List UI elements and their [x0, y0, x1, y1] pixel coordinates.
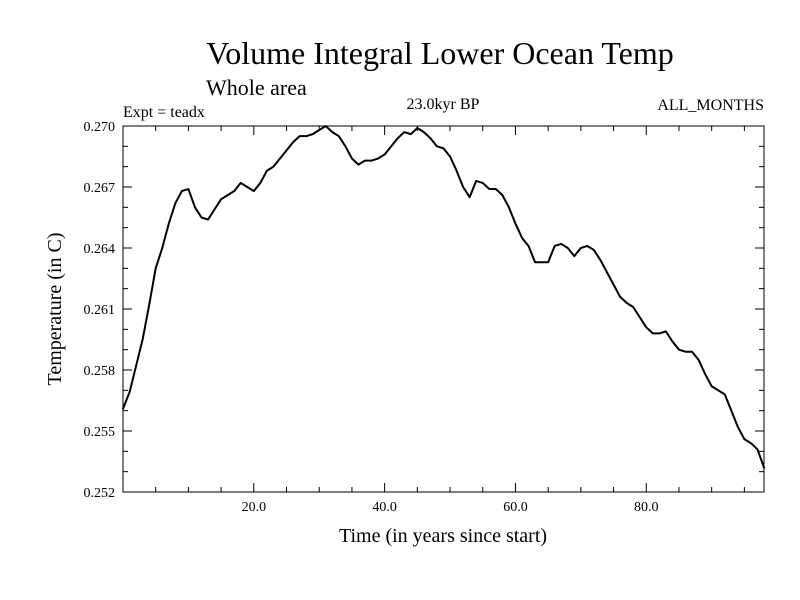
y-tick-label: 0.270: [84, 120, 116, 135]
x-tick-label: 40.0: [372, 500, 397, 515]
y-tick-label: 0.255: [84, 425, 116, 440]
y-axis-ticks: [123, 125, 764, 493]
y-axis-label: Temperature (in C): [44, 233, 66, 386]
y-tick-label: 0.261: [84, 303, 116, 318]
x-tick-label: 80.0: [634, 500, 659, 515]
y-axis-tick-labels: 0.252 0.255 0.258 0.261 0.264 0.267 0.270: [84, 120, 116, 501]
months-label: ALL_MONTHS: [657, 97, 764, 114]
chart-subtitle: Whole area: [206, 75, 307, 100]
x-axis-ticks: [155, 126, 745, 492]
period-label: 23.0kyr BP: [407, 96, 480, 113]
chart-title: Volume Integral Lower Ocean Temp: [206, 35, 674, 71]
y-tick-label: 0.264: [84, 242, 116, 257]
temperature-series-line: [122, 125, 765, 469]
x-tick-label: 60.0: [503, 500, 528, 515]
y-tick-label: 0.252: [84, 486, 116, 501]
x-axis-label: Time (in years since start): [339, 525, 547, 547]
experiment-label: Expt = teadx: [123, 104, 205, 121]
plot-area: 20.0 40.0 60.0 80.0 0.2520.2550.2580.2610.2…: [84, 120, 765, 515]
y-tick-label: 0.258: [84, 364, 116, 379]
y-tick-label: 0.267: [84, 181, 116, 196]
x-tick-label: 20.0: [242, 500, 267, 515]
plot-frame: [122, 125, 765, 493]
x-axis-tick-labels: 20.0 40.0 60.0 80.0: [242, 500, 659, 515]
